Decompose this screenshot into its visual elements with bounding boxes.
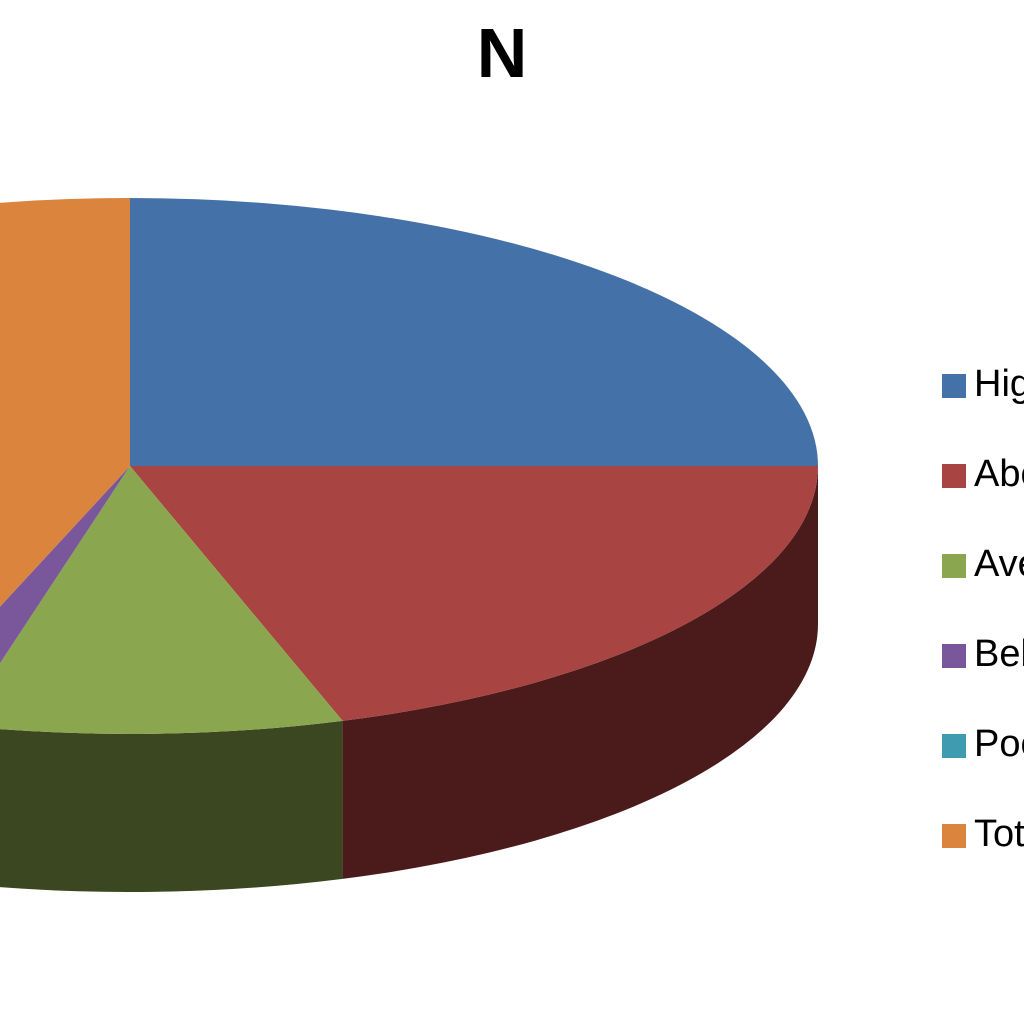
legend-label: Above bbox=[974, 453, 1024, 495]
legend-swatch bbox=[942, 734, 966, 758]
pie-side-above bbox=[342, 466, 818, 879]
legend-label: Average bbox=[974, 543, 1024, 585]
legend-item-poor: Poor bbox=[940, 720, 1024, 810]
legend-item-total: Total bbox=[940, 810, 1024, 900]
legend-item-high: High bbox=[940, 360, 1024, 450]
pie-tops bbox=[0, 198, 818, 734]
pie-slice-average bbox=[0, 466, 343, 734]
legend-label: High bbox=[974, 363, 1024, 405]
legend-swatch bbox=[942, 824, 966, 848]
legend-label: Poor bbox=[974, 723, 1024, 765]
legend-item-average: Average bbox=[940, 540, 1024, 630]
pie-side-average bbox=[0, 720, 343, 892]
legend-item-below: Below bbox=[940, 630, 1024, 720]
chart-legend: High Above Average Below Poor Total bbox=[940, 360, 1024, 900]
chart-title: N bbox=[476, 14, 528, 92]
legend-swatch bbox=[942, 374, 966, 398]
legend-swatch bbox=[942, 644, 966, 668]
legend-swatch bbox=[942, 554, 966, 578]
legend-swatch bbox=[942, 464, 966, 488]
pie-slice-total bbox=[0, 198, 130, 607]
pie-slice-below bbox=[0, 466, 130, 664]
legend-label: Total bbox=[974, 813, 1024, 855]
legend-label: Below bbox=[974, 633, 1024, 675]
pie-slice-high bbox=[130, 198, 818, 466]
pie-sides bbox=[0, 466, 818, 892]
pie-slice-above bbox=[130, 466, 818, 721]
legend-item-above: Above bbox=[940, 450, 1024, 540]
